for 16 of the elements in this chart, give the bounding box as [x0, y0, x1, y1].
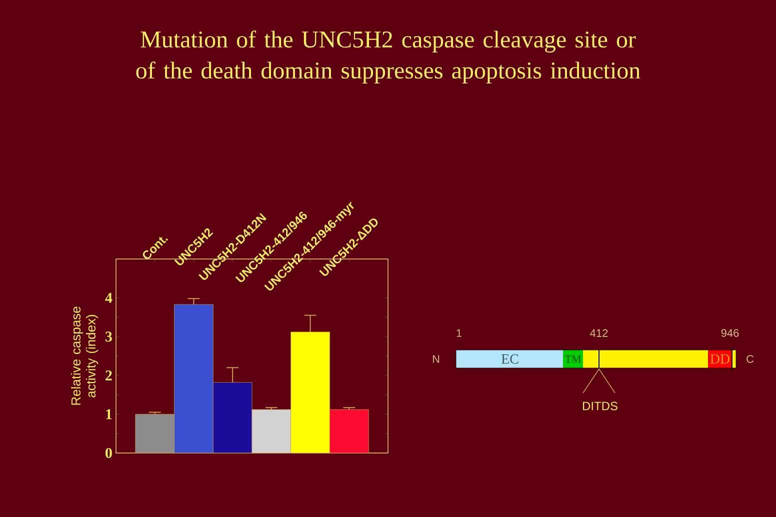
y-tick-label: 3: [106, 332, 112, 342]
y-axis-title: Relative caspase activity (index): [70, 306, 98, 405]
y-tick-label: 1: [106, 409, 112, 420]
chart-title: Mutation of the UNC5H2 caspase cleavage site or of the death domain suppresses apoptosis induction: [136, 30, 640, 84]
text: TM: [564, 355, 581, 363]
text: DITDS: [582, 402, 618, 410]
y-tick-label: 2: [106, 370, 112, 380]
y-tick-label: 0: [106, 448, 112, 458]
text: N: [432, 355, 440, 363]
y-tick-label: 4: [105, 292, 112, 303]
text: 412: [590, 329, 608, 337]
text: 946: [721, 329, 739, 337]
text: DD: [710, 354, 730, 364]
text: 1: [456, 329, 462, 337]
text: EC: [501, 354, 518, 364]
text: C: [746, 355, 754, 363]
